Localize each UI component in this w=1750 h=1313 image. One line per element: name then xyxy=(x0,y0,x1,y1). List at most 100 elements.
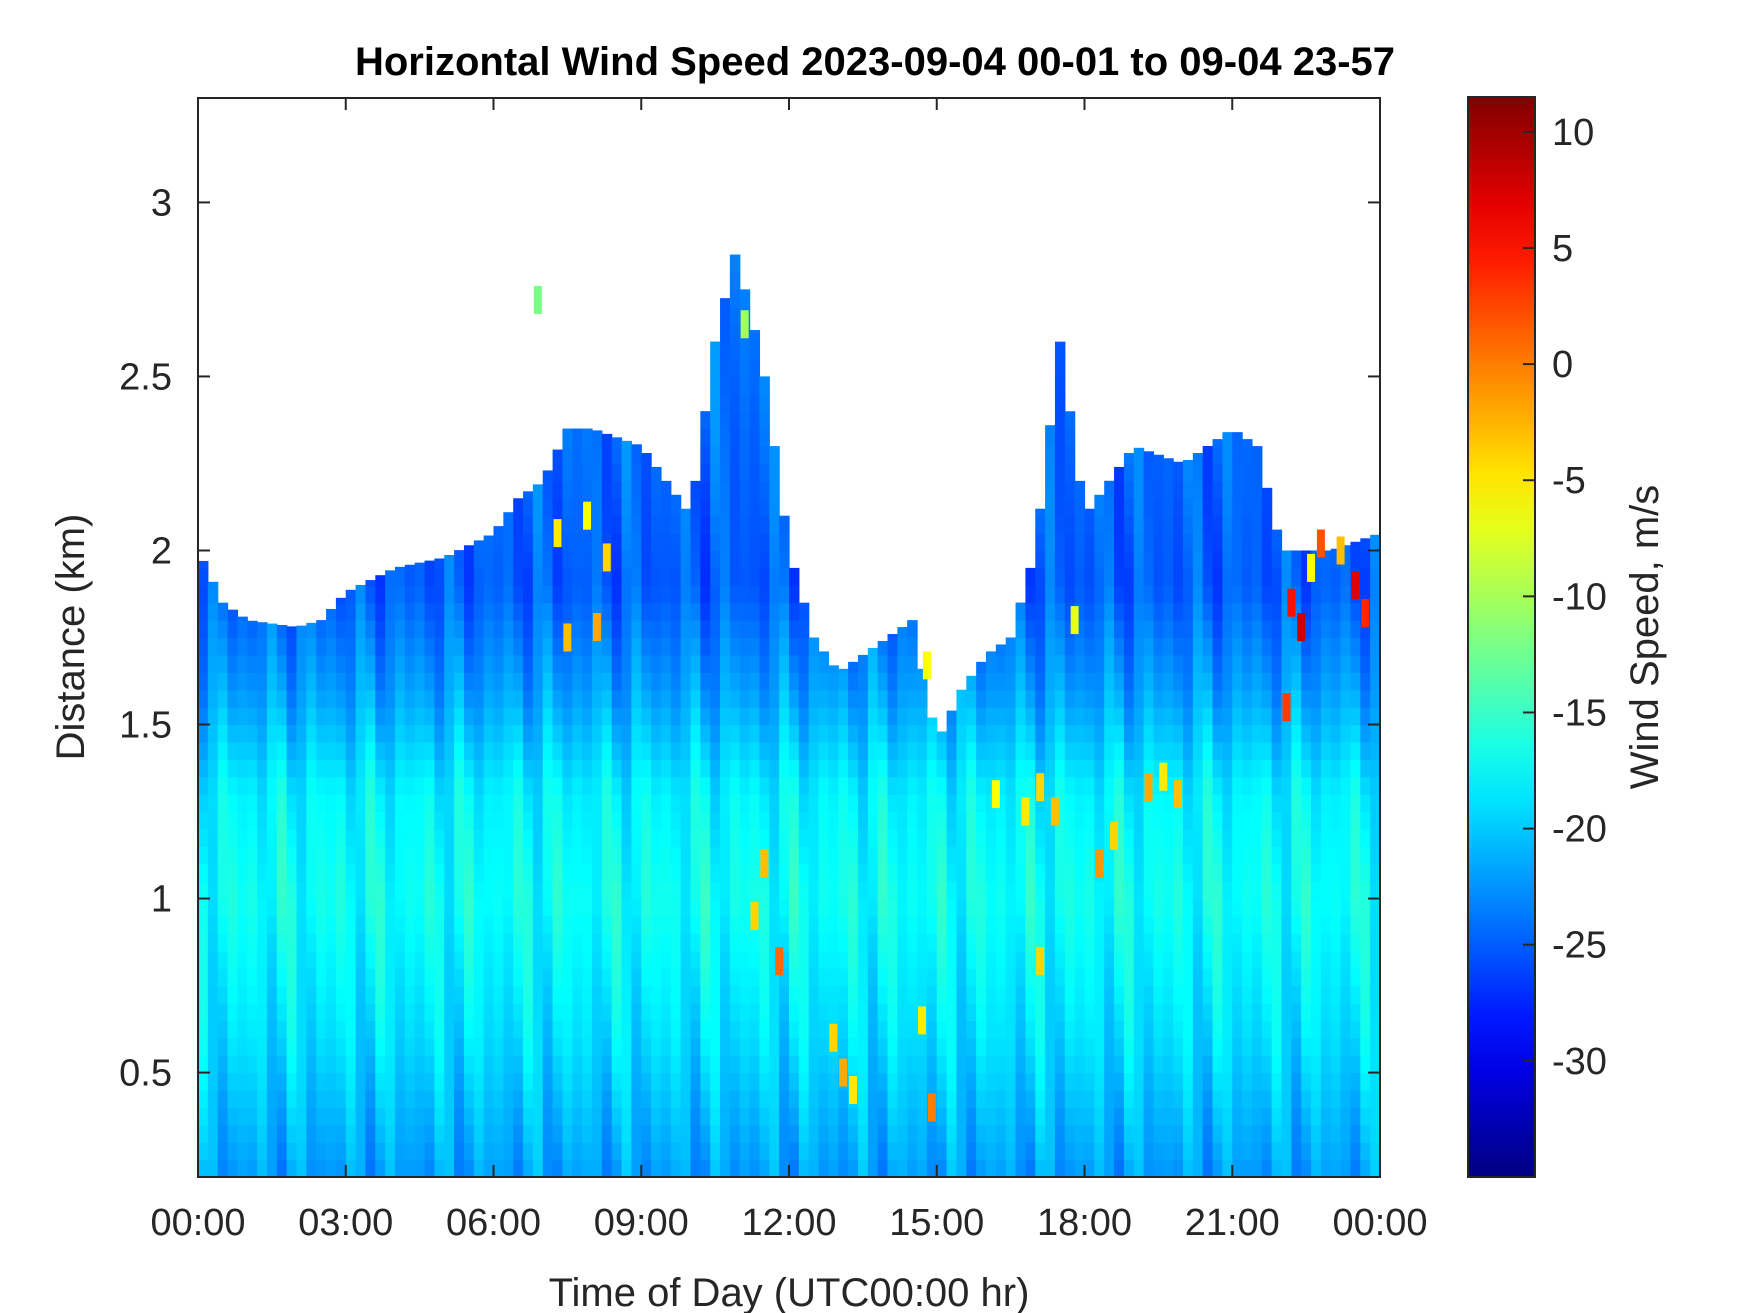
heatmap-cell xyxy=(414,562,426,569)
heatmap-cell xyxy=(1330,741,1342,760)
heatmap-cell xyxy=(237,1159,248,1177)
heatmap-cell xyxy=(848,1037,859,1056)
heatmap-highlight xyxy=(1282,693,1291,722)
heatmap-cell xyxy=(463,933,475,952)
heatmap-cell xyxy=(1350,620,1361,639)
heatmap-column xyxy=(434,558,445,1177)
heatmap-cell xyxy=(1045,480,1056,499)
heatmap-cell xyxy=(1054,828,1066,847)
heatmap-cell xyxy=(463,776,475,795)
heatmap-cell xyxy=(552,1037,564,1056)
heatmap-cell xyxy=(1330,1002,1342,1021)
heatmap-cell xyxy=(1311,985,1322,1004)
heatmap-cell xyxy=(729,1037,741,1056)
heatmap-cell xyxy=(592,567,603,586)
heatmap-cell xyxy=(680,602,692,621)
heatmap-cell xyxy=(749,811,761,830)
heatmap-cell xyxy=(1143,1037,1155,1056)
heatmap-cell xyxy=(582,707,593,726)
heatmap-cell xyxy=(286,1107,298,1126)
heatmap-cell xyxy=(926,1159,938,1177)
heatmap-cell xyxy=(562,707,573,726)
heatmap-cell xyxy=(857,1142,869,1161)
heatmap-cell xyxy=(375,1037,386,1056)
heatmap-cell xyxy=(651,1142,662,1161)
heatmap-cell xyxy=(739,359,751,378)
heatmap-cell xyxy=(789,828,800,847)
heatmap-cell xyxy=(1330,1159,1342,1177)
heatmap-cell xyxy=(296,1020,307,1039)
heatmap-cell xyxy=(1183,533,1194,552)
heatmap-column xyxy=(395,566,406,1177)
heatmap-cell xyxy=(749,846,761,865)
heatmap-cell xyxy=(463,1142,475,1161)
heatmap-cell xyxy=(759,428,770,447)
heatmap-cell xyxy=(1173,863,1184,882)
heatmap-column xyxy=(1350,541,1361,1177)
heatmap-cell xyxy=(326,608,337,621)
heatmap-cell xyxy=(808,707,820,726)
heatmap-cell xyxy=(956,1159,967,1177)
heatmap-cell xyxy=(513,672,524,691)
heatmap-cell xyxy=(956,828,967,847)
heatmap-cell xyxy=(710,672,721,691)
heatmap-cell xyxy=(207,689,219,708)
heatmap-cell xyxy=(1045,846,1056,865)
heatmap-cell xyxy=(1015,828,1026,847)
heatmap-cell xyxy=(995,1002,1007,1021)
heatmap-cell xyxy=(523,741,534,760)
heatmap-cell xyxy=(365,1055,376,1074)
heatmap-cell xyxy=(1094,567,1105,586)
heatmap-cell xyxy=(670,1107,682,1126)
heatmap-cell xyxy=(670,741,682,760)
heatmap-cell xyxy=(1301,1002,1312,1021)
heatmap-cell xyxy=(1222,724,1233,743)
heatmap-cell xyxy=(808,1159,820,1177)
heatmap-cell xyxy=(779,1072,790,1091)
heatmap-cell xyxy=(838,689,849,708)
heatmap-cell xyxy=(473,741,485,760)
heatmap-cell xyxy=(759,689,770,708)
heatmap-cell xyxy=(434,558,445,569)
heatmap-cell xyxy=(198,672,209,691)
heatmap-cell xyxy=(1291,985,1302,1004)
heatmap-cell xyxy=(700,550,711,569)
heatmap-cell xyxy=(621,498,632,517)
heatmap-cell xyxy=(414,620,426,639)
heatmap-cell xyxy=(877,915,889,934)
heatmap-cell xyxy=(434,707,445,726)
heatmap-cell xyxy=(1261,881,1273,900)
heatmap-cell xyxy=(670,794,682,813)
heatmap-cell xyxy=(700,411,711,430)
heatmap-cell xyxy=(926,915,938,934)
heatmap-column xyxy=(611,437,623,1177)
heatmap-cell xyxy=(966,1089,977,1108)
heatmap-cell xyxy=(266,1037,278,1056)
heatmap-cell xyxy=(483,794,495,813)
heatmap-cell xyxy=(503,968,514,987)
heatmap-cell xyxy=(1153,1142,1164,1161)
heatmap-cell xyxy=(729,376,741,395)
heatmap-cell xyxy=(592,430,603,447)
heatmap-cell xyxy=(198,846,209,865)
heatmap-cell xyxy=(897,863,908,882)
heatmap-cell xyxy=(1123,1159,1135,1177)
heatmap-cell xyxy=(582,759,593,778)
heatmap-cell xyxy=(1104,550,1115,569)
heatmap-cell xyxy=(641,759,652,778)
heatmap-cell xyxy=(867,1037,879,1056)
heatmap-cell xyxy=(306,794,317,813)
heatmap-cell xyxy=(552,898,564,917)
heatmap-cell xyxy=(355,1020,367,1039)
heatmap-cell xyxy=(592,794,603,813)
heatmap-cell xyxy=(454,1089,465,1108)
heatmap-cell xyxy=(1261,498,1273,517)
heatmap-cell xyxy=(1153,1037,1164,1056)
heatmap-cell xyxy=(1271,933,1283,952)
heatmap-cell xyxy=(1153,1159,1164,1177)
heatmap-cell xyxy=(414,741,426,760)
heatmap-cell xyxy=(1281,881,1292,900)
heatmap-cell xyxy=(198,759,209,778)
heatmap-cell xyxy=(936,915,948,934)
heatmap-cell xyxy=(1074,1107,1086,1126)
